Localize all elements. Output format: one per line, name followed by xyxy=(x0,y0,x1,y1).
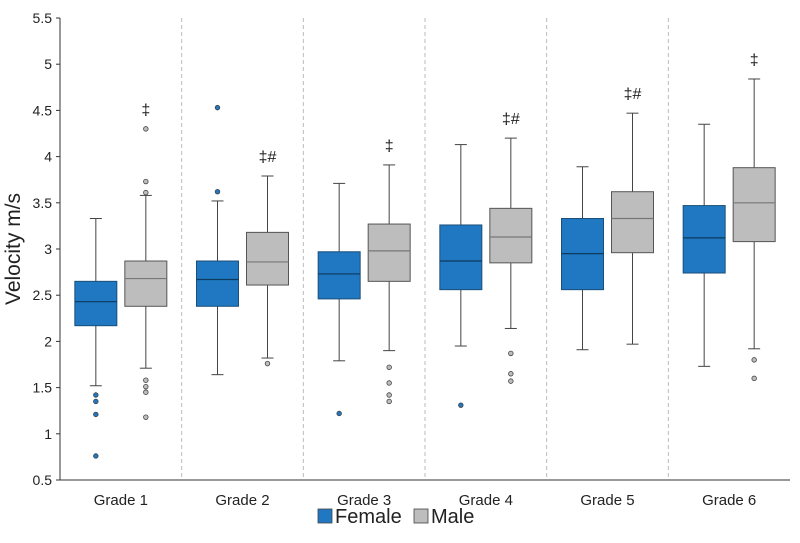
x-category-label: Grade 2 xyxy=(215,492,269,509)
box-iqr xyxy=(732,167,776,243)
box-groups xyxy=(74,78,776,459)
box-iqr xyxy=(196,260,239,307)
box-iqr xyxy=(124,260,168,307)
y-tick-label: 4.5 xyxy=(33,102,53,118)
significance-marker: ‡# xyxy=(624,86,642,103)
y-tick-label: 1.5 xyxy=(33,380,53,396)
y-tick-label: 2.5 xyxy=(33,287,53,303)
y-tick-label: 1 xyxy=(44,426,52,442)
outlier-point xyxy=(508,371,514,377)
box-iqr xyxy=(246,231,289,286)
male-box-1 xyxy=(124,126,168,420)
x-category-label: Grade 1 xyxy=(94,492,148,509)
outlier-point xyxy=(386,392,392,398)
x-axis: Grade 1 Grade 2 Grade 3 Grade 4 Grade 5 Grade… xyxy=(60,479,790,509)
outlier-point xyxy=(143,389,149,395)
outlier-point xyxy=(751,375,757,382)
y-tick-label: 2 xyxy=(44,333,52,349)
legend-label-male: Male xyxy=(431,506,474,528)
outlier-point xyxy=(93,411,99,418)
female-box-5 xyxy=(561,166,604,351)
outlier-point xyxy=(143,414,149,420)
outlier-point xyxy=(93,398,99,405)
box-iqr xyxy=(439,224,483,291)
category-separators xyxy=(181,18,669,480)
y-axis-title: Velocity m/s xyxy=(2,193,25,305)
outlier-point xyxy=(143,126,149,132)
y-tick-label: 4 xyxy=(44,149,52,165)
outlier-point xyxy=(508,350,514,357)
x-category-label: Grade 5 xyxy=(580,492,634,509)
female-box-6 xyxy=(682,123,726,367)
y-axis: 0.5 1 1.5 2 2.5 3 3.5 4 4.5 5 5.5 Velocity m/s xyxy=(2,10,61,488)
legend-swatch-female xyxy=(317,508,333,524)
box-iqr xyxy=(367,223,411,282)
outlier-point xyxy=(508,378,514,384)
outlier-point xyxy=(458,402,464,408)
female-box-4 xyxy=(439,144,483,408)
outlier-point xyxy=(751,357,757,363)
y-tick-label: 3 xyxy=(44,241,52,257)
outlier-point xyxy=(93,453,99,459)
x-category-label: Grade 4 xyxy=(459,492,513,509)
outlier-point xyxy=(264,360,271,367)
x-category-label: Grade 6 xyxy=(702,492,756,509)
significance-annotations: ‡ ‡# ‡ ‡# ‡# ‡ xyxy=(141,52,758,166)
outlier-point xyxy=(386,398,392,405)
female-box-1 xyxy=(74,218,118,459)
significance-marker: ‡# xyxy=(259,149,277,166)
x-category-label: Grade 3 xyxy=(337,492,391,509)
male-box-6 xyxy=(732,78,776,382)
male-box-5 xyxy=(611,112,654,345)
significance-marker: ‡# xyxy=(502,111,520,128)
male-box-3 xyxy=(367,164,411,405)
outlier-point xyxy=(336,410,342,417)
outlier-point xyxy=(143,383,149,390)
legend-swatch-male xyxy=(413,508,429,524)
y-tick-label: 5.5 xyxy=(33,10,53,26)
outlier-point xyxy=(214,189,221,195)
legend-label-female: Female xyxy=(335,506,402,528)
significance-marker: ‡ xyxy=(141,102,150,119)
outlier-point xyxy=(386,380,392,386)
female-box-3 xyxy=(317,182,361,417)
significance-marker: ‡ xyxy=(750,52,759,69)
legend: Female Male xyxy=(317,506,474,528)
box-iqr xyxy=(317,251,361,300)
box-iqr xyxy=(489,207,533,264)
y-tick-label: 5 xyxy=(44,56,52,72)
outlier-point xyxy=(143,178,149,185)
box-iqr xyxy=(74,280,118,327)
male-box-2 xyxy=(246,175,289,367)
outlier-point xyxy=(214,104,221,111)
male-box-4 xyxy=(489,137,533,384)
y-tick-label: 0.5 xyxy=(33,472,53,488)
significance-marker: ‡ xyxy=(385,138,394,155)
y-tick-label: 3.5 xyxy=(33,195,53,211)
outlier-point xyxy=(93,392,99,398)
box-iqr xyxy=(682,205,726,274)
female-box-2 xyxy=(196,104,239,376)
outlier-point xyxy=(386,364,392,370)
box-iqr xyxy=(611,191,654,254)
outlier-point xyxy=(143,377,149,383)
outlier-point xyxy=(143,189,149,196)
